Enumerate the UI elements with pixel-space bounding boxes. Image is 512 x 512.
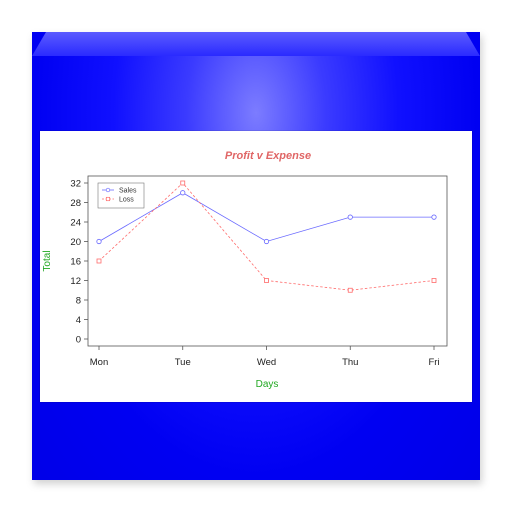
data-point-sales (431, 214, 437, 220)
data-point-sales (96, 238, 102, 245)
x-tick-label: Mon (90, 357, 108, 368)
data-point-sales (180, 190, 186, 196)
legend-marker-sales (105, 187, 111, 193)
data-point-loss (180, 180, 186, 186)
legend-label-sales: Sales (119, 188, 137, 195)
y-tick-label: 24 (70, 218, 81, 229)
x-tick-label: Fri (428, 357, 439, 368)
y-tick-label: 16 (70, 257, 81, 268)
y-tick-label: 4 (76, 315, 81, 326)
box-top-face (32, 32, 480, 56)
y-tick-label: 0 (76, 335, 81, 346)
y-tick-label: 12 (70, 276, 81, 287)
legend-label-loss: Loss (119, 197, 134, 204)
legend-marker-loss (105, 196, 111, 202)
y-tick-label: 8 (76, 296, 81, 307)
data-point-loss (96, 258, 102, 264)
chart-title: Profit v Expense (225, 150, 311, 162)
x-tick-label: Tue (175, 357, 191, 368)
data-point-sales (347, 214, 353, 220)
x-tick-label: Thu (342, 357, 358, 368)
series-line-loss (98, 182, 435, 291)
x-axis-label: Days (256, 379, 279, 390)
y-tick-label: 28 (70, 198, 81, 209)
chart: Profit v Expense Total Days 0 4 8 12 16 20 24 2… (42, 150, 448, 390)
chart-panel: Profit v Expense Total Days 0 4 8 12 16 20 24 2… (40, 131, 472, 402)
y-tick-label: 20 (70, 237, 81, 248)
data-point-loss (431, 278, 437, 283)
legend-box (97, 182, 145, 209)
series-line-sales (98, 192, 434, 242)
x-tick-label: Wed (257, 357, 276, 368)
data-point-sales (263, 238, 270, 245)
data-point-loss (264, 278, 269, 283)
y-tick-label: 32 (70, 179, 81, 190)
y-axis-label: Total (42, 250, 53, 271)
plot-area: 0 4 8 12 16 20 24 28 32 Mon Tue Wed Thu Fri Sales Loss (70, 175, 448, 368)
data-point-loss (347, 287, 353, 293)
